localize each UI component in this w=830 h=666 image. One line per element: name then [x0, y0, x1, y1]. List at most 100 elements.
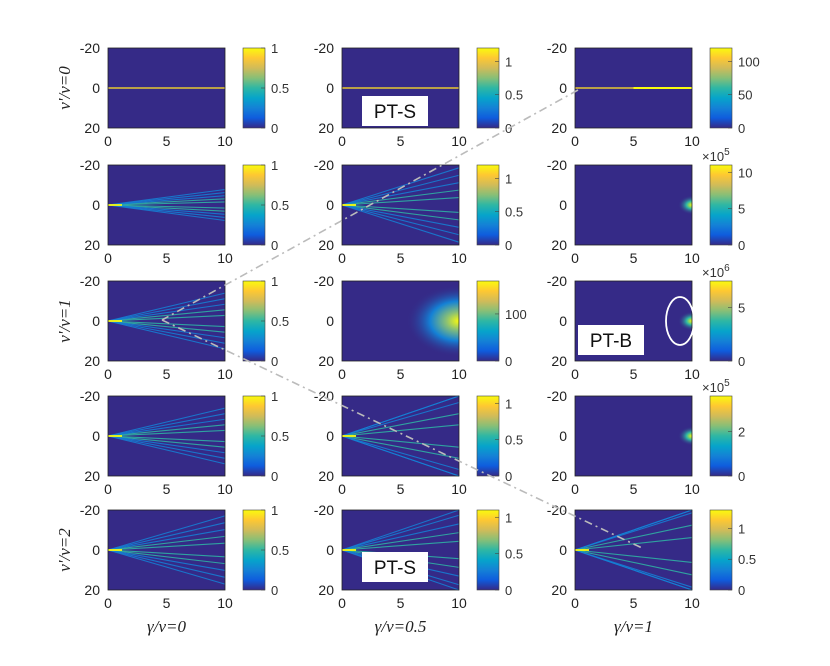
colorbar-tick-label: 0 — [271, 583, 278, 598]
y-tick-label: -20 — [80, 502, 100, 518]
colorbar-tick-label: 50 — [738, 88, 752, 103]
fan-ray — [341, 204, 460, 228]
y-tick-label: 20 — [551, 237, 567, 253]
colorbar-tick-label: 0.5 — [738, 552, 756, 567]
fan-ray — [107, 535, 226, 551]
fan-ray — [574, 549, 693, 563]
y-tick-label: 20 — [318, 468, 334, 484]
y-tick-label: 0 — [92, 428, 100, 444]
fan-ray — [341, 424, 460, 437]
y-tick-label: -20 — [547, 40, 567, 56]
x-tick-label: 10 — [451, 250, 467, 266]
fan-ray — [107, 188, 226, 206]
panel-frame — [341, 47, 460, 129]
pts-annotation-top: PT-S — [362, 96, 428, 126]
column-label: γ/ν=0 — [147, 617, 186, 636]
x-tick-label: 0 — [104, 366, 112, 382]
colorbar-tick-label: 1 — [505, 396, 512, 411]
x-tick-label: 5 — [630, 366, 638, 382]
fan-ray — [107, 320, 226, 328]
y-tick-label: 20 — [318, 353, 334, 369]
y-tick-label: -20 — [314, 502, 334, 518]
colorbar-gradient — [709, 280, 733, 362]
fan-ray — [341, 197, 460, 206]
colorbar-tick-label: 1 — [271, 389, 278, 404]
x-tick-label: 0 — [571, 250, 579, 266]
colorbar-tick-label: 100 — [505, 307, 527, 322]
panel-frame — [107, 395, 226, 477]
colorbar-gradient — [709, 395, 733, 477]
colorbar-tick-label: 0 — [505, 354, 512, 369]
y-tick-label: 20 — [84, 582, 100, 598]
colorbar-tick-label: 1 — [505, 171, 512, 186]
spot-region — [575, 396, 692, 476]
colorbar-tick-label: 10 — [738, 165, 752, 180]
fan-ray — [107, 542, 226, 551]
fan-ray — [341, 514, 460, 551]
x-tick-label: 0 — [338, 250, 346, 266]
x-tick-label: 0 — [104, 481, 112, 497]
colorbar-tick-label: 0.5 — [271, 429, 289, 444]
y-tick-label: -20 — [80, 40, 100, 56]
colorbar-gradient — [709, 47, 733, 129]
colorbar-tick-label: 100 — [738, 54, 760, 69]
fan-ray — [341, 204, 460, 213]
fan-ray — [341, 204, 460, 221]
panel-frame — [341, 395, 460, 477]
colorbar-tick-label: 0.5 — [271, 198, 289, 213]
colorbar-scale-label: ×106 — [702, 263, 730, 280]
colorbar: 00.51 — [242, 389, 289, 484]
y-tick-label: 20 — [551, 353, 567, 369]
colorbar-tick-label: 0 — [738, 354, 745, 369]
colorbar-tick-label: 0.5 — [505, 88, 523, 103]
y-tick-label: 0 — [326, 428, 334, 444]
y-tick-label: 0 — [326, 313, 334, 329]
colorbar: 00.51 — [476, 395, 523, 484]
fan-ray — [574, 509, 693, 551]
fan-ray — [107, 320, 226, 333]
colorbar-tick-label: 5 — [738, 202, 745, 217]
y-tick-label: 20 — [84, 237, 100, 253]
fan-ray — [341, 395, 460, 437]
ptb-annotation: PT-B — [578, 325, 644, 355]
fan-ray — [107, 429, 226, 437]
y-tick-label: 0 — [559, 197, 567, 213]
y-tick-label: -20 — [80, 157, 100, 173]
y-tick-label: -20 — [80, 273, 100, 289]
y-tick-label: -20 — [314, 157, 334, 173]
colorbar: 0 5 10 ×105 — [702, 147, 752, 253]
colorbar-tick-label: 5 — [738, 301, 745, 316]
fan-ray — [107, 549, 226, 565]
colorbar-gradient — [476, 280, 500, 362]
fan-ray — [107, 292, 226, 322]
fan-ray — [107, 303, 226, 322]
panel-background — [108, 281, 225, 361]
x-tick-label: 10 — [217, 250, 233, 266]
y-tick-label: 0 — [559, 313, 567, 329]
x-tick-label: 0 — [338, 595, 346, 611]
y-tick-label: 0 — [559, 80, 567, 96]
fan-ray — [341, 435, 460, 471]
y-tick-label: -20 — [314, 40, 334, 56]
x-tick-label: 5 — [397, 595, 405, 611]
fan-ray — [107, 204, 226, 222]
colorbar: 0 100 — [476, 280, 527, 369]
colorbar-tick-label: 0 — [271, 238, 278, 253]
row-label: ν'/ν=2 — [55, 528, 74, 572]
colorbar-tick-label: 0 — [738, 121, 745, 136]
fan-ray — [107, 320, 226, 350]
panel-frame — [574, 47, 693, 129]
x-tick-label: 0 — [571, 366, 579, 382]
y-tick-label: 20 — [318, 237, 334, 253]
fan-ray — [107, 549, 226, 572]
panel-frame — [107, 164, 226, 246]
colorbar-tick-label: 2 — [738, 425, 745, 440]
row-label: ν'/ν=0 — [55, 66, 74, 110]
